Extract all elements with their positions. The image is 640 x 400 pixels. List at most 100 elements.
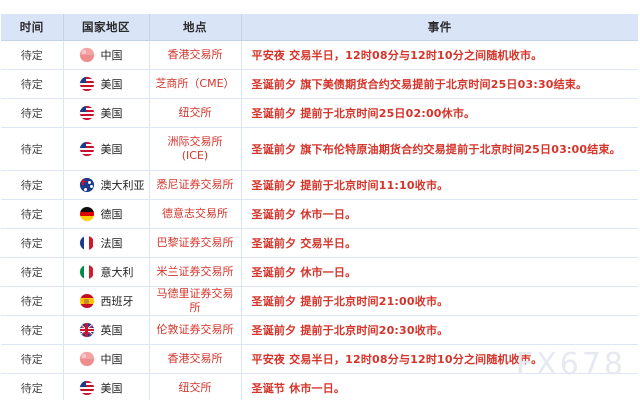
cell-country: 中国: [63, 344, 150, 374]
place-line: 纽交所: [178, 106, 212, 119]
cell-country: 美国: [63, 69, 150, 99]
cell-event: 圣诞前夕 提前于北京时间25日02:00休市。: [241, 98, 638, 128]
column-header-time: 时间: [1, 14, 64, 41]
cell-place: 巴黎证券交易所: [149, 228, 242, 258]
country-label: 美国: [100, 382, 123, 395]
cell-country: 西班牙: [63, 286, 150, 316]
cell-time: 待定: [1, 127, 64, 171]
cell-time: 待定: [1, 69, 64, 99]
cell-time: 待定: [1, 40, 64, 70]
cell-event: 圣诞前夕 交易半日。: [241, 228, 638, 258]
place-line: 米兰证券交易所: [156, 265, 234, 278]
cell-place: 米兰证券交易所: [149, 257, 242, 287]
cell-place: 洲际交易所 (ICE): [149, 127, 242, 171]
cell-time: 待定: [1, 228, 64, 258]
table-row[interactable]: 待定 美国 芝商所（CME） 圣诞前夕 旗下美债期货合约交易提前于北京时间25日03:…: [1, 69, 638, 99]
cell-country: 美国: [63, 98, 150, 128]
cell-country: 澳大利亚: [63, 170, 150, 200]
cell-event: 圣诞前夕 旗下布伦特原油期货合约交易提前于北京时间25日03:00结束。: [241, 127, 638, 171]
us-flag-icon: [79, 77, 94, 91]
country-label: 西班牙: [100, 295, 134, 308]
cell-place: 纽交所: [149, 98, 242, 128]
fr-flag-icon: [79, 236, 94, 250]
column-header-place: 地点: [149, 14, 242, 41]
place-line: 洲际交易所: [167, 135, 223, 148]
cell-event: 平安夜 交易半日，12时08分与12时10分之间随机收市。: [241, 344, 638, 374]
cell-country: 意大利: [63, 257, 150, 287]
country-label: 德国: [100, 208, 123, 221]
cell-country: 法国: [63, 228, 150, 258]
cell-time: 待定: [1, 257, 64, 287]
cell-event: 圣诞前夕 提前于北京时间21:00收市。: [241, 286, 638, 316]
cell-place: 香港交易所: [149, 40, 242, 70]
country-label: 澳大利亚: [100, 179, 145, 192]
de-flag-icon: [79, 207, 94, 221]
cell-time: 待定: [1, 286, 64, 316]
cell-event: 圣诞前夕 提前于北京时间11:10收市。: [241, 170, 638, 200]
table-row[interactable]: 待定 英国 伦敦证券交易所 圣诞前夕 提前于北京时间20:30收市。: [1, 315, 638, 345]
es-flag-icon: [79, 294, 94, 308]
country-label: 英国: [100, 324, 123, 337]
cell-event: 圣诞前夕 提前于北京时间20:30收市。: [241, 315, 638, 345]
country-label: 美国: [100, 78, 123, 91]
cell-event: 圣诞前夕 休市一日。: [241, 199, 638, 229]
place-line: 香港交易所: [167, 352, 223, 365]
cell-place: 纽交所: [149, 373, 242, 400]
holiday-calendar-table: 时间 国家地区 地点 事件 待定 中国 香港交易所 平安夜 交易半日，12时08分与1…: [1, 14, 638, 400]
gb-flag-icon: [79, 323, 94, 337]
table-row[interactable]: 待定 意大利 米兰证券交易所 圣诞前夕 休市一日。: [1, 257, 638, 287]
cell-time: 待定: [1, 373, 64, 400]
cell-event: 圣诞前夕 旗下美债期货合约交易提前于北京时间25日03:30结束。: [241, 69, 638, 99]
table-row[interactable]: 待定 澳大利亚 悉尼证券交易所 圣诞前夕 提前于北京时间11:10收市。: [1, 170, 638, 200]
column-header-country: 国家地区: [63, 14, 150, 41]
place-line: 芝商所（CME）: [155, 77, 235, 90]
it-flag-icon: [79, 265, 94, 279]
cell-event: 圣诞前夕 休市一日。: [241, 257, 638, 287]
column-header-event: 事件: [241, 14, 638, 41]
table-row[interactable]: 待定 美国 纽交所 圣诞前夕 提前于北京时间25日02:00休市。: [1, 98, 638, 128]
table-header: 时间 国家地区 地点 事件: [1, 14, 638, 41]
country-label: 美国: [100, 143, 123, 156]
cell-country: 中国: [63, 40, 150, 70]
cell-place: 德意志交易所: [149, 199, 242, 229]
cell-place: 马德里证券交易所: [149, 286, 242, 316]
cell-country: 英国: [63, 315, 150, 345]
cell-country: 美国: [63, 373, 150, 400]
cn-flag-icon: [79, 352, 94, 366]
place-line: 德意志交易所: [162, 207, 228, 220]
table-row[interactable]: 待定 中国 香港交易所 平安夜 交易半日，12时08分与12时10分之间随机收市。: [1, 344, 638, 374]
cell-place: 香港交易所: [149, 344, 242, 374]
table-body: 待定 中国 香港交易所 平安夜 交易半日，12时08分与12时10分之间随机收市。 待定…: [1, 40, 638, 400]
cn-flag-icon: [79, 48, 94, 62]
cell-time: 待定: [1, 199, 64, 229]
table-row[interactable]: 待定 德国 德意志交易所 圣诞前夕 休市一日。: [1, 199, 638, 229]
country-label: 中国: [100, 353, 123, 366]
cell-event: 圣诞节 休市一日。: [241, 373, 638, 400]
table-row[interactable]: 待定 法国 巴黎证券交易所 圣诞前夕 交易半日。: [1, 228, 638, 258]
cell-time: 待定: [1, 315, 64, 345]
cell-country: 德国: [63, 199, 150, 229]
header-row: 时间 国家地区 地点 事件: [1, 14, 638, 41]
place-line: 香港交易所: [167, 48, 223, 61]
place-line: 悉尼证券交易所: [156, 178, 234, 191]
us-flag-icon: [79, 142, 94, 156]
au-flag-icon: [79, 178, 94, 192]
cell-place: 伦敦证券交易所: [149, 315, 242, 345]
us-flag-icon: [79, 106, 94, 120]
country-label: 法国: [100, 237, 123, 250]
cell-country: 美国: [63, 127, 150, 171]
cell-place: 芝商所（CME）: [149, 69, 242, 99]
country-label: 中国: [100, 49, 123, 62]
table-row[interactable]: 待定 美国 纽交所 圣诞节 休市一日。: [1, 373, 638, 400]
table-row[interactable]: 待定 中国 香港交易所 平安夜 交易半日，12时08分与12时10分之间随机收市。: [1, 40, 638, 70]
cell-time: 待定: [1, 98, 64, 128]
table-row[interactable]: 待定 西班牙 马德里证券交易所 圣诞前夕 提前于北京时间21:00收市。: [1, 286, 638, 316]
place-line: (ICE): [181, 149, 209, 162]
cell-time: 待定: [1, 344, 64, 374]
table-row[interactable]: 待定 美国 洲际交易所 (ICE) 圣诞前夕 旗下布伦特原油期货合约交易提前于北京时间2…: [1, 127, 638, 171]
cell-place: 悉尼证券交易所: [149, 170, 242, 200]
us-flag-icon: [79, 381, 94, 395]
cell-time: 待定: [1, 170, 64, 200]
place-line: 纽交所: [178, 381, 212, 394]
